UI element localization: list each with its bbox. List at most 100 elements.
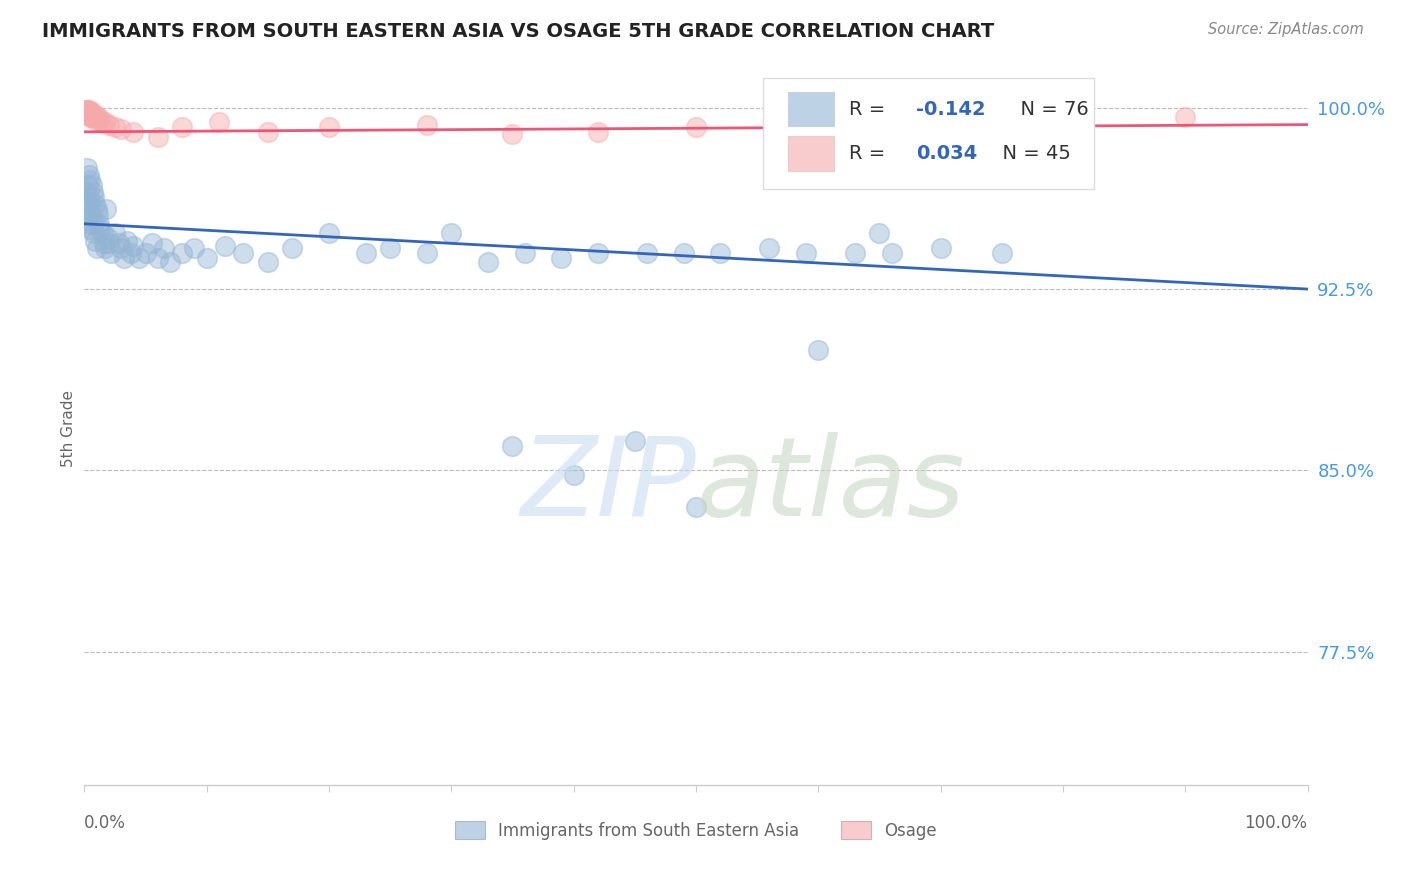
Point — [281, 241, 304, 255]
Point — [513, 245, 536, 260]
Text: R =: R = — [849, 100, 891, 119]
Point — [80, 108, 103, 122]
Point — [82, 111, 104, 125]
Point — [104, 120, 127, 134]
Point — [87, 111, 110, 125]
Point — [586, 125, 609, 139]
Point — [84, 197, 107, 211]
Point — [844, 245, 866, 260]
Point — [869, 227, 891, 241]
Point — [89, 112, 111, 127]
Point — [96, 202, 118, 217]
Point — [80, 178, 103, 192]
Point — [477, 255, 499, 269]
Point — [77, 210, 100, 224]
Point — [79, 108, 101, 122]
Point — [107, 236, 129, 251]
Point — [82, 108, 104, 122]
Bar — [787, 92, 834, 127]
Text: atlas: atlas — [696, 432, 965, 539]
Point — [77, 103, 100, 117]
Point — [586, 245, 609, 260]
Point — [82, 186, 104, 200]
Point — [214, 238, 236, 252]
Point — [79, 105, 101, 120]
Point — [82, 217, 104, 231]
Point — [502, 128, 524, 142]
Point — [709, 245, 731, 260]
Point — [104, 227, 127, 241]
Point — [110, 241, 132, 255]
Point — [77, 103, 100, 117]
Text: N = 45: N = 45 — [990, 144, 1070, 163]
Point — [76, 103, 98, 117]
Point — [79, 194, 101, 209]
Point — [807, 125, 830, 139]
Point — [502, 439, 524, 453]
Point — [122, 238, 145, 252]
Point — [318, 120, 340, 134]
Point — [77, 108, 100, 122]
Point — [550, 251, 572, 265]
Point — [318, 227, 340, 241]
Point — [77, 190, 100, 204]
Point — [991, 245, 1014, 260]
Point — [77, 169, 100, 183]
Point — [97, 231, 120, 245]
Text: 0.0%: 0.0% — [84, 814, 127, 831]
Point — [562, 468, 585, 483]
Point — [416, 118, 439, 132]
Point — [172, 120, 194, 134]
Point — [880, 245, 903, 260]
Point — [624, 434, 647, 449]
Point — [122, 125, 145, 139]
Point — [146, 129, 169, 144]
Point — [77, 105, 100, 120]
Text: R =: R = — [849, 144, 891, 163]
Point — [636, 245, 658, 260]
Point — [94, 115, 117, 129]
Point — [87, 207, 110, 221]
Point — [77, 197, 100, 211]
Point — [929, 241, 952, 255]
Point — [195, 251, 218, 265]
Point — [146, 251, 169, 265]
Point — [183, 241, 205, 255]
Point — [77, 108, 100, 122]
FancyBboxPatch shape — [763, 78, 1094, 189]
Point — [257, 255, 280, 269]
Text: ZIP: ZIP — [520, 432, 696, 539]
Text: Source: ZipAtlas.com: Source: ZipAtlas.com — [1208, 22, 1364, 37]
Point — [77, 105, 100, 120]
Point — [354, 245, 377, 260]
Point — [76, 161, 98, 175]
Point — [79, 173, 101, 187]
Point — [79, 221, 101, 235]
Text: N = 76: N = 76 — [1008, 100, 1088, 119]
Point — [86, 202, 108, 217]
Point — [97, 118, 120, 132]
Point — [208, 115, 231, 129]
Point — [153, 241, 176, 255]
Point — [232, 245, 254, 260]
Point — [685, 500, 707, 514]
Point — [128, 251, 150, 265]
Point — [91, 227, 114, 241]
Point — [76, 202, 98, 217]
Point — [80, 210, 103, 224]
Point — [97, 236, 120, 251]
Point — [112, 251, 135, 265]
Point — [87, 217, 110, 231]
Point — [80, 105, 103, 120]
Point — [172, 245, 194, 260]
Point — [77, 217, 100, 231]
Point — [257, 125, 280, 139]
Point — [758, 241, 780, 255]
Legend: Immigrants from South Eastern Asia, Osage: Immigrants from South Eastern Asia, Osag… — [447, 814, 945, 848]
Point — [991, 115, 1014, 129]
Point — [100, 245, 122, 260]
Text: -0.142: -0.142 — [917, 100, 986, 119]
Point — [380, 241, 402, 255]
Point — [94, 241, 117, 255]
Point — [83, 108, 105, 122]
